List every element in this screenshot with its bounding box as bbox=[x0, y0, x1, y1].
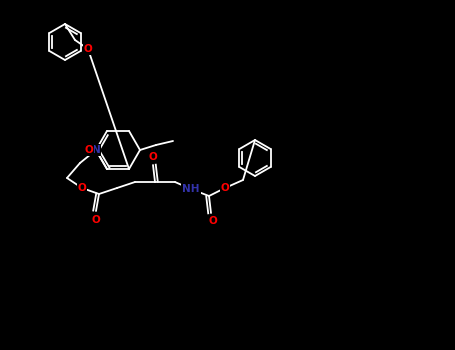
Text: O: O bbox=[85, 145, 93, 155]
Text: O: O bbox=[221, 183, 229, 193]
Text: O: O bbox=[209, 216, 217, 226]
Text: NH: NH bbox=[182, 184, 200, 194]
Text: O: O bbox=[91, 215, 101, 225]
Text: O: O bbox=[84, 44, 92, 54]
Text: O: O bbox=[78, 183, 86, 193]
Text: O: O bbox=[149, 152, 157, 162]
Text: N: N bbox=[91, 145, 101, 155]
